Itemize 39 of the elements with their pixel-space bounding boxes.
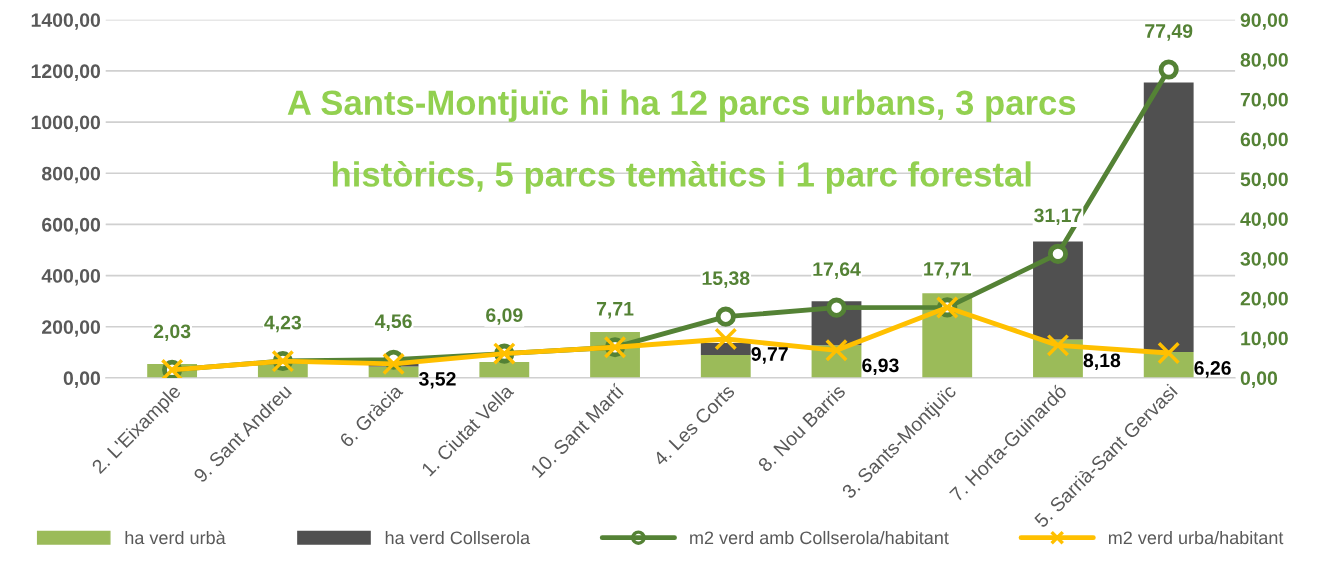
data-label: 15,38 xyxy=(702,271,750,288)
y2-tick-label: 10,00 xyxy=(1241,331,1288,349)
y2-tick-label: 40,00 xyxy=(1240,212,1288,229)
y2-tick-label: 0,00 xyxy=(1240,371,1278,388)
data-label: 3,52 xyxy=(419,371,456,389)
annotation: A Sants-Montjuïc hi ha 12 parcs urbans, 3 parcs xyxy=(287,89,1076,122)
data-label: 77,49 xyxy=(1145,24,1193,41)
data-label: 6,26 xyxy=(1194,361,1231,378)
data-label: 6,93 xyxy=(862,358,899,376)
legend-label: ha verd urbà xyxy=(125,530,226,545)
data-label: 31,17 xyxy=(1034,208,1082,226)
y-tick-label: 1000,00 xyxy=(31,115,101,133)
data-label: 17,64 xyxy=(813,262,861,279)
y2-tick-label: 20,00 xyxy=(1240,291,1288,309)
y2-tick-label: 60,00 xyxy=(1240,132,1288,150)
y-tick-label: 200,00 xyxy=(42,320,101,337)
data-label: 8,18 xyxy=(1083,353,1121,371)
y-tick-label: 400,00 xyxy=(41,269,101,286)
data-label: 17,71 xyxy=(924,262,972,279)
legend-label: ha verd Collserola xyxy=(385,530,531,545)
data-label: 4,23 xyxy=(264,315,302,333)
annotation: històrics, 5 parcs temàtics i 1 parc forestal xyxy=(332,160,1031,194)
y2-tick-label: 70,00 xyxy=(1240,92,1288,110)
legend-label: m2 verd amb Collserola/habitant xyxy=(690,530,949,545)
y-tick-label: 0,00 xyxy=(63,371,101,388)
y2-tick-label: 30,00 xyxy=(1240,251,1288,269)
y-tick-label: 600,00 xyxy=(42,217,101,235)
data-label: 9,77 xyxy=(751,347,788,364)
y-tick-label: 1200,00 xyxy=(31,64,101,81)
data-label: 4,56 xyxy=(374,314,412,331)
y2-tick-label: 80,00 xyxy=(1240,53,1288,70)
y2-tick-label: 90,00 xyxy=(1240,13,1288,30)
legend-label: m2 verd urba/habitant xyxy=(1108,530,1284,545)
y2-tick-label: 50,00 xyxy=(1240,172,1288,189)
data-label: 6,09 xyxy=(486,308,523,325)
data-label: 7,71 xyxy=(596,302,634,319)
y-tick-label: 1400,00 xyxy=(31,13,101,30)
y-tick-label: 800,00 xyxy=(41,166,101,184)
data-label: 2,03 xyxy=(153,324,191,341)
